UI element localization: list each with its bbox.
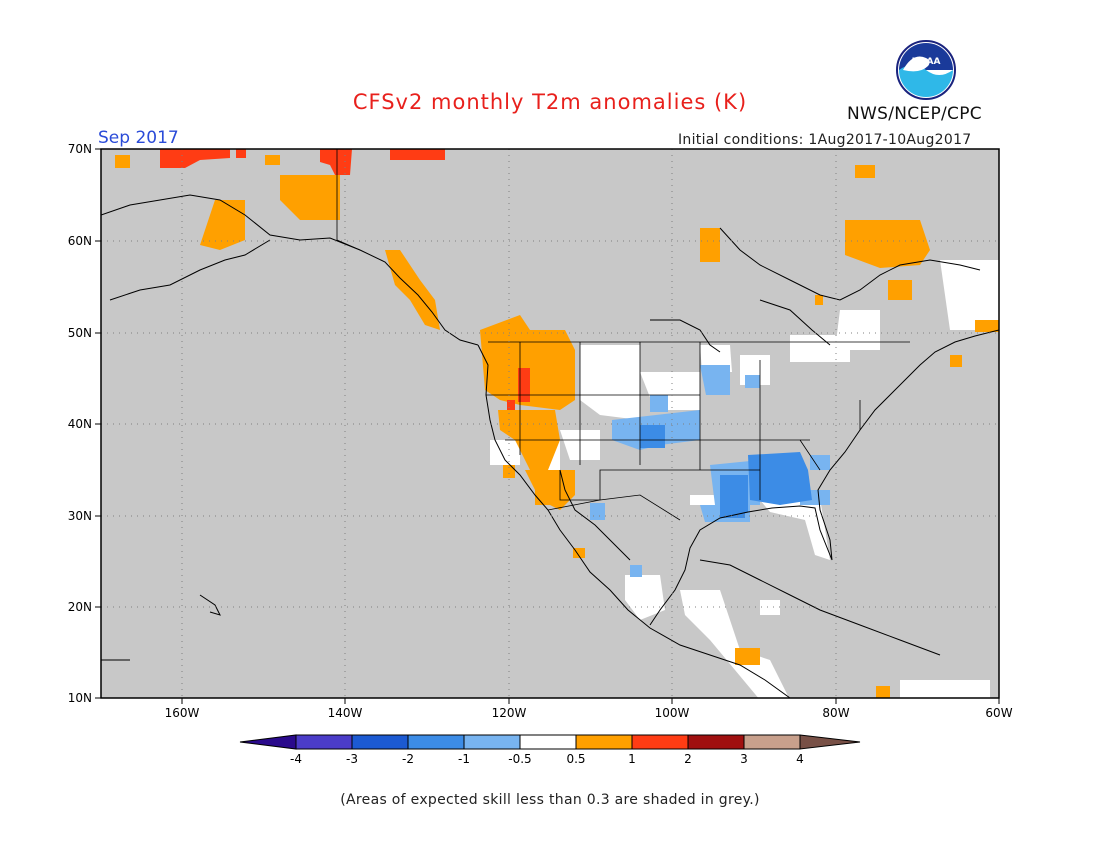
near-normal-areas [490, 260, 999, 698]
colorbar-swatch-6 [575, 734, 633, 750]
colorbar-swatch-below [239, 734, 297, 750]
lon-label-100w: 100W [655, 706, 690, 720]
colorbar-label-4: -1 [458, 752, 470, 766]
lat-label-50n: 50N [68, 326, 92, 340]
lat-label-20n: 20N [68, 600, 92, 614]
lon-label-120w: 120W [492, 706, 527, 720]
colorbar-swatch-3 [407, 734, 465, 750]
lon-label-140w: 140W [328, 706, 363, 720]
lon-label-80w: 80W [822, 706, 849, 720]
colorbar-label-5: -0.5 [508, 752, 531, 766]
colorbar-swatch-8 [687, 734, 745, 750]
lon-label-160w: 160W [165, 706, 200, 720]
colorbar-swatch-7 [631, 734, 689, 750]
valid-month: Sep 2017 [98, 128, 179, 148]
strong-warm-anomaly-areas [160, 149, 530, 410]
strong-cold-anomaly-areas [640, 425, 812, 518]
lon-label-60w: 60W [985, 706, 1012, 720]
colorbar-label-1: -4 [290, 752, 302, 766]
lat-label-70n: 70N [68, 142, 92, 156]
agency-label: NWS/NCEP/CPC [847, 104, 982, 124]
political-boundaries [336, 149, 910, 521]
map-title: CFSv2 monthly T2m anomalies (K) [352, 90, 748, 114]
colorbar-swatch-9 [743, 734, 801, 750]
colorbar-label-9: 3 [740, 752, 748, 766]
colorbar-label-10: 4 [796, 752, 804, 766]
lat-label-30n: 30N [68, 509, 92, 523]
noaa-logo-text: NOAA [912, 57, 941, 67]
colorbar-swatch-2 [351, 734, 409, 750]
axis-ticks [95, 148, 1000, 704]
colorbar-label-2: -3 [346, 752, 358, 766]
colorbar-label-6: 0.5 [566, 752, 585, 766]
lat-label-10n: 10N [68, 691, 92, 705]
lat-label-60n: 60N [68, 234, 92, 248]
colorbar-label-7: 1 [628, 752, 636, 766]
colorbar-label-3: -2 [402, 752, 414, 766]
colorbar-label-8: 2 [684, 752, 692, 766]
colorbar-swatch-1 [295, 734, 353, 750]
colorbar-swatch-above [799, 734, 861, 750]
colorbar-swatch-5 [519, 734, 577, 750]
colorbar [239, 734, 861, 750]
coastlines [101, 194, 999, 698]
lat-label-40n: 40N [68, 417, 92, 431]
initial-conditions: Initial conditions: 1Aug2017-10Aug2017 [678, 132, 972, 148]
noaa-logo: NOAA [896, 40, 956, 100]
skill-footnote: (Areas of expected skill less than 0.3 a… [340, 792, 760, 808]
colorbar-swatch-4 [463, 734, 521, 750]
